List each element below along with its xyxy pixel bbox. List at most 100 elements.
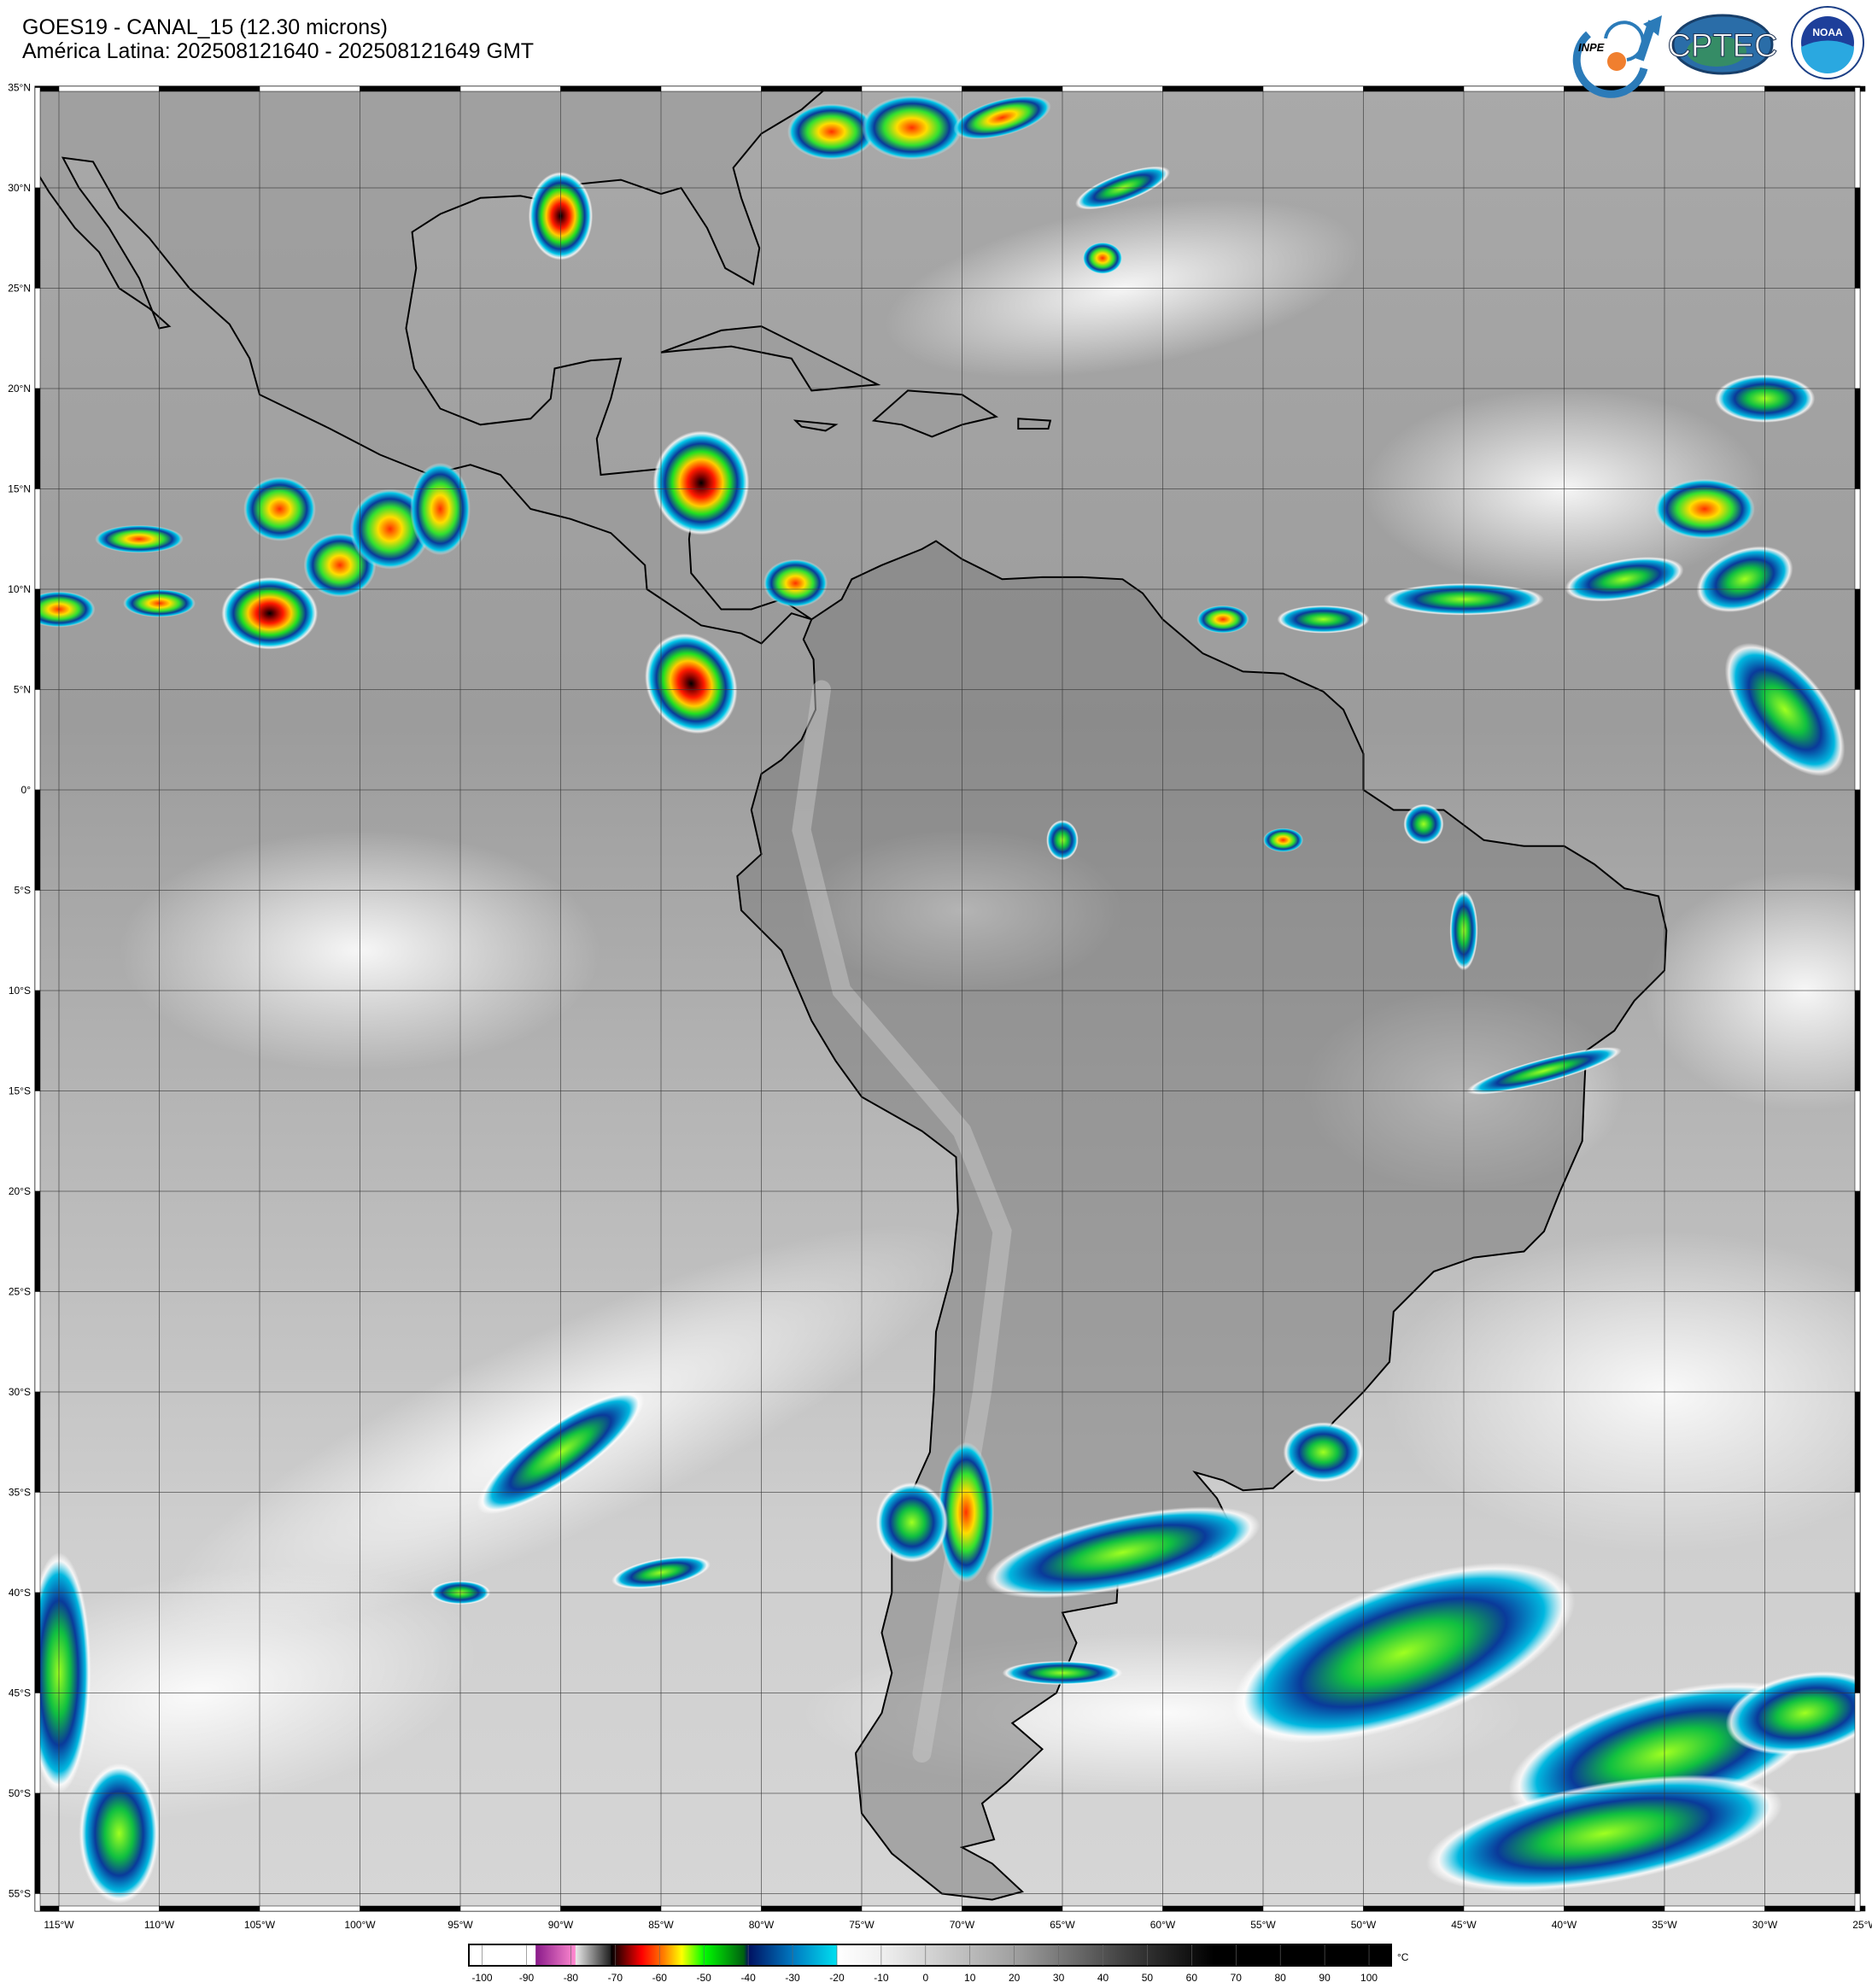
frame-bar bbox=[459, 85, 561, 92]
frame-bar bbox=[34, 1492, 41, 1593]
coastline-central-north-america bbox=[35, 86, 830, 645]
lat-label: 35°S bbox=[9, 1487, 31, 1499]
frame-bar bbox=[34, 1693, 41, 1794]
lon-label: 80°W bbox=[749, 1919, 775, 1931]
frame-bar bbox=[1564, 1905, 1665, 1912]
lat-label: 10°N bbox=[8, 583, 31, 595]
colorbar-tick-label: 70 bbox=[1231, 1972, 1243, 1984]
lat-label: 20°N bbox=[8, 383, 31, 395]
frame-bar bbox=[34, 488, 41, 590]
frame-bar bbox=[34, 187, 41, 289]
lat-label: 15°N bbox=[8, 483, 31, 495]
frame-bar bbox=[1854, 890, 1861, 991]
frame-bar bbox=[34, 990, 41, 1091]
convective-cloud bbox=[787, 103, 876, 161]
lat-label: 10°S bbox=[9, 985, 31, 997]
frame-bar bbox=[560, 85, 662, 92]
convective-cloud bbox=[1196, 605, 1249, 634]
convective-cloud bbox=[985, 1506, 1261, 1599]
frame-bar bbox=[259, 1905, 360, 1912]
lat-label: 30°S bbox=[9, 1386, 31, 1398]
convective-cloud bbox=[79, 1763, 160, 1904]
convective-cloud bbox=[938, 1441, 995, 1583]
convective-cloud bbox=[1696, 546, 1793, 612]
colorbar-tick-label: -90 bbox=[519, 1972, 535, 1984]
lon-label: 105°W bbox=[244, 1919, 276, 1931]
title-line-1: GOES19 - CANAL_15 (12.30 microns) bbox=[22, 15, 388, 39]
convective-cloud bbox=[243, 477, 316, 541]
colorbar-tick-label: 40 bbox=[1097, 1972, 1109, 1984]
lat-label: 5°S bbox=[15, 885, 31, 897]
frame-bar bbox=[58, 85, 160, 92]
convective-cloud bbox=[1277, 605, 1370, 634]
lon-label: 45°W bbox=[1451, 1919, 1477, 1931]
frame-bar bbox=[1854, 789, 1861, 891]
frame-bar bbox=[259, 85, 360, 92]
frame-bar bbox=[459, 1905, 561, 1912]
frame-bar bbox=[1854, 1291, 1861, 1393]
frame-bar bbox=[1162, 1905, 1264, 1912]
convection-layer bbox=[35, 95, 1860, 1904]
colorbar-scale bbox=[468, 1944, 1392, 1967]
frame-bar bbox=[360, 85, 461, 92]
lat-label: 30°N bbox=[8, 182, 31, 194]
colorbar-tick-label: -70 bbox=[608, 1972, 623, 1984]
frame-bar bbox=[1854, 1090, 1861, 1192]
frame-bar bbox=[1162, 85, 1264, 92]
frame-bar bbox=[1262, 85, 1364, 92]
colorbar-tick-label: 20 bbox=[1009, 1972, 1021, 1984]
frame-bar bbox=[1363, 1905, 1465, 1912]
convective-cloud bbox=[1403, 804, 1444, 845]
lon-label: 85°W bbox=[648, 1919, 674, 1931]
graticule bbox=[35, 86, 1860, 1911]
convective-cloud bbox=[1082, 242, 1123, 275]
frame-bar bbox=[1854, 588, 1861, 690]
frame-bar bbox=[1854, 990, 1861, 1091]
frame-bar bbox=[1854, 1492, 1861, 1593]
noaa-logo: NOAA bbox=[1791, 6, 1864, 79]
lon-label: 95°W bbox=[448, 1919, 473, 1931]
frame-bar bbox=[34, 588, 41, 690]
colorbar-tick-label: -50 bbox=[697, 1972, 712, 1984]
cptec-logo-text: CPTEC bbox=[1668, 28, 1778, 64]
lon-label: 110°W bbox=[144, 1919, 175, 1931]
lat-labels: 35°N 30°N 25°N 20°N 15°N 10°N 5°N 0° 5°S 10°S 15°S… bbox=[8, 82, 31, 1900]
frame-bar bbox=[1854, 187, 1861, 289]
colorbar-tick-label: 0 bbox=[922, 1972, 928, 1984]
lon-label: 30°W bbox=[1752, 1919, 1778, 1931]
frame-bar bbox=[34, 689, 41, 791]
inpe-logo: INPE bbox=[1572, 15, 1662, 98]
frame-bar bbox=[1854, 1391, 1861, 1493]
colorbar-tick-label: -60 bbox=[652, 1972, 668, 1984]
lon-label: 65°W bbox=[1050, 1919, 1075, 1931]
frame-bar bbox=[1463, 1905, 1565, 1912]
convective-cloud bbox=[1654, 478, 1755, 540]
frame-bar bbox=[34, 789, 41, 891]
lat-label: 50°S bbox=[9, 1787, 31, 1799]
lat-label: 0° bbox=[21, 784, 32, 796]
colorbar-tick-label: -30 bbox=[785, 1972, 800, 1984]
frame-bar bbox=[861, 1905, 962, 1912]
lat-label: 45°S bbox=[9, 1687, 31, 1699]
frame-bar bbox=[761, 1905, 863, 1912]
frame-bar bbox=[1854, 1693, 1861, 1794]
colorbar-tick-label: -80 bbox=[564, 1972, 579, 1984]
frame-bar bbox=[1854, 1893, 1861, 1912]
inpe-logo-text: INPE bbox=[1578, 41, 1605, 54]
frame-bar bbox=[159, 85, 260, 92]
map-area bbox=[35, 86, 1860, 1911]
frame-bar bbox=[58, 1905, 160, 1912]
title-line-2: América Latina: 202508121640 - 202508121… bbox=[22, 39, 535, 63]
frame-bar bbox=[1764, 1905, 1866, 1912]
colorbar-tick-label: 30 bbox=[1053, 1972, 1065, 1984]
lat-label: 20°S bbox=[9, 1185, 31, 1197]
convective-cloud bbox=[1466, 1047, 1622, 1095]
convective-cloud bbox=[1425, 1775, 1783, 1892]
frame-bar bbox=[1854, 689, 1861, 791]
convective-cloud bbox=[1263, 827, 1303, 852]
colorbar: -100 -90 -80 -70 -60 -50 -40 -30 -20 -10 0 10 20 30 40… bbox=[468, 1944, 1409, 1984]
colorbar-tick-label: 80 bbox=[1275, 1972, 1287, 1984]
frame-bar bbox=[1664, 1905, 1765, 1912]
frame-bar bbox=[1062, 1905, 1163, 1912]
